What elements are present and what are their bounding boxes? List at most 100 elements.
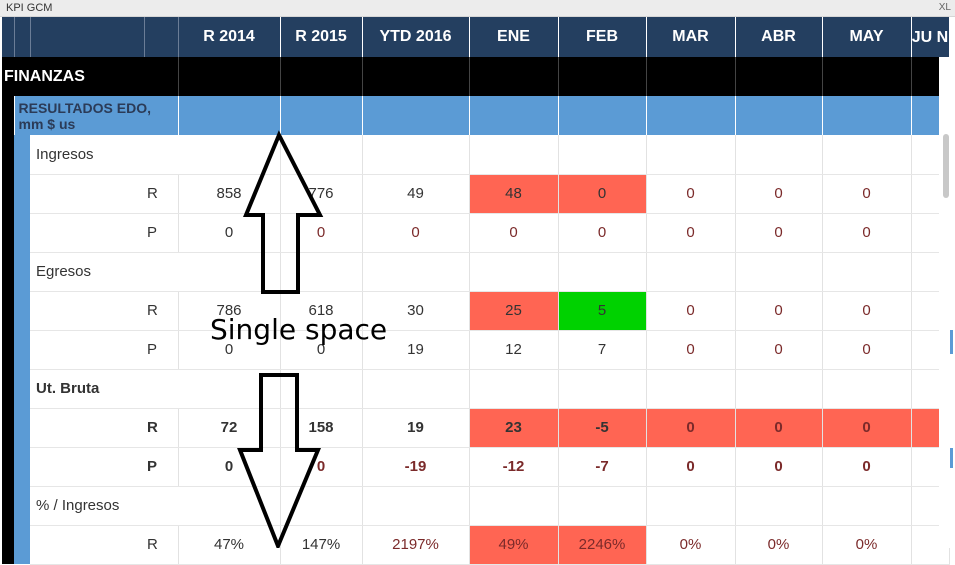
kpi-table: R 2014 R 2015 YTD 2016 ENE FEB MAR ABR M…: [2, 17, 950, 565]
row-type: R: [144, 408, 179, 448]
group-label: % / Ingresos: [30, 486, 178, 526]
group-label: Ingresos: [30, 135, 178, 175]
data-cell[interactable]: 0: [822, 291, 912, 331]
column-header[interactable]: ABR: [735, 17, 823, 57]
data-cell[interactable]: 0: [469, 213, 559, 253]
data-cell[interactable]: 49%: [469, 525, 559, 565]
data-cell[interactable]: 0: [822, 174, 912, 214]
scrollbar-thumb[interactable]: [943, 134, 949, 198]
column-header[interactable]: JU N: [911, 17, 950, 57]
column-header[interactable]: MAR: [646, 17, 736, 57]
data-cell[interactable]: -5: [558, 408, 647, 448]
data-cell[interactable]: 0: [178, 213, 281, 253]
group-header-row[interactable]: Egresos: [2, 252, 950, 292]
data-cell[interactable]: 0: [558, 174, 647, 214]
row-type: R: [144, 525, 179, 565]
data-cell[interactable]: 49: [362, 174, 470, 214]
vertical-scrollbar[interactable]: [939, 57, 955, 548]
data-cell[interactable]: -7: [558, 447, 647, 487]
row-type: P: [144, 213, 179, 253]
data-cell[interactable]: 19: [362, 330, 470, 370]
group-header-row[interactable]: Ingresos: [2, 135, 950, 175]
header-row: R 2014 R 2015 YTD 2016 ENE FEB MAR ABR M…: [2, 17, 950, 57]
data-cell[interactable]: 0: [646, 291, 736, 331]
data-cell[interactable]: 0: [178, 330, 281, 370]
group-header-row[interactable]: % / Ingresos: [2, 486, 950, 526]
data-cell[interactable]: 0: [735, 291, 823, 331]
data-cell[interactable]: 0: [735, 408, 823, 448]
data-cell[interactable]: 0: [280, 330, 363, 370]
table-row[interactable]: R 47% 147% 2197% 49% 2246% 0% 0% 0%: [2, 525, 950, 565]
data-cell[interactable]: -19: [362, 447, 470, 487]
table-row[interactable]: R 72 158 19 23 -5 0 0 0: [2, 408, 950, 448]
data-cell[interactable]: 0: [822, 447, 912, 487]
data-cell[interactable]: 47%: [178, 525, 281, 565]
data-cell[interactable]: 12: [469, 330, 559, 370]
section-title: FINANZAS: [2, 57, 179, 96]
column-header[interactable]: FEB: [558, 17, 647, 57]
data-cell[interactable]: 48: [469, 174, 559, 214]
column-header[interactable]: R 2014: [178, 17, 281, 57]
group-header-row[interactable]: Ut. Bruta: [2, 369, 950, 409]
window-titlebar: KPI GCM XL: [0, 0, 955, 17]
data-cell[interactable]: 7: [558, 330, 647, 370]
excel-icon[interactable]: XL: [938, 2, 951, 13]
column-header[interactable]: R 2015: [280, 17, 363, 57]
data-cell[interactable]: 0: [646, 174, 736, 214]
data-cell[interactable]: 0: [822, 330, 912, 370]
row-type: R: [144, 174, 179, 214]
data-cell[interactable]: 30: [362, 291, 470, 331]
data-cell[interactable]: 776: [280, 174, 363, 214]
data-cell[interactable]: 0: [362, 213, 470, 253]
data-cell[interactable]: 618: [280, 291, 363, 331]
table-row[interactable]: P 0 0 -19 -12 -7 0 0 0: [2, 447, 950, 487]
data-cell[interactable]: 786: [178, 291, 281, 331]
data-cell[interactable]: 19: [362, 408, 470, 448]
data-cell[interactable]: 0%: [822, 525, 912, 565]
data-cell[interactable]: 72: [178, 408, 281, 448]
group-label: Ut. Bruta: [30, 369, 178, 409]
data-cell[interactable]: 0: [822, 408, 912, 448]
table-row[interactable]: P 0 0 19 12 7 0 0 0: [2, 330, 950, 370]
row-type: P: [144, 330, 179, 370]
edge-marker: [950, 448, 953, 468]
data-cell[interactable]: 0: [646, 447, 736, 487]
data-cell[interactable]: 0: [280, 213, 363, 253]
annotation-label: Single space: [210, 313, 388, 346]
data-cell[interactable]: 147%: [280, 525, 363, 565]
data-cell[interactable]: 0: [735, 447, 823, 487]
data-cell[interactable]: 158: [280, 408, 363, 448]
data-cell[interactable]: 0: [558, 213, 647, 253]
column-header[interactable]: YTD 2016: [362, 17, 470, 57]
data-cell[interactable]: 0: [646, 213, 736, 253]
row-type: P: [144, 447, 179, 487]
subsection-row[interactable]: RESULTADOS EDO, mm $ us: [2, 96, 950, 135]
data-cell[interactable]: 0: [280, 447, 363, 487]
column-header[interactable]: MAY: [822, 17, 912, 57]
subsection-title: RESULTADOS EDO, mm $ us: [14, 96, 179, 135]
column-header[interactable]: ENE: [469, 17, 559, 57]
data-cell[interactable]: 0%: [646, 525, 736, 565]
data-cell[interactable]: 0: [735, 213, 823, 253]
data-cell[interactable]: 2197%: [362, 525, 470, 565]
table-row[interactable]: R 858 776 49 48 0 0 0 0: [2, 174, 950, 214]
data-cell[interactable]: 0%: [735, 525, 823, 565]
data-cell[interactable]: 0: [646, 330, 736, 370]
data-cell[interactable]: 0: [178, 447, 281, 487]
data-cell[interactable]: 23: [469, 408, 559, 448]
data-cell[interactable]: 5: [558, 291, 647, 331]
data-cell[interactable]: 0: [822, 213, 912, 253]
table-row[interactable]: R 786 618 30 25 5 0 0 0: [2, 291, 950, 331]
data-cell[interactable]: -12: [469, 447, 559, 487]
window-title: KPI GCM: [6, 2, 53, 14]
data-cell[interactable]: 858: [178, 174, 281, 214]
group-label: Egresos: [30, 252, 178, 292]
data-cell[interactable]: 25: [469, 291, 559, 331]
section-row[interactable]: FINANZAS: [2, 57, 950, 96]
row-type: R: [144, 291, 179, 331]
data-cell[interactable]: 0: [646, 408, 736, 448]
data-cell[interactable]: 0: [735, 330, 823, 370]
data-cell[interactable]: 2246%: [558, 525, 647, 565]
data-cell[interactable]: 0: [735, 174, 823, 214]
